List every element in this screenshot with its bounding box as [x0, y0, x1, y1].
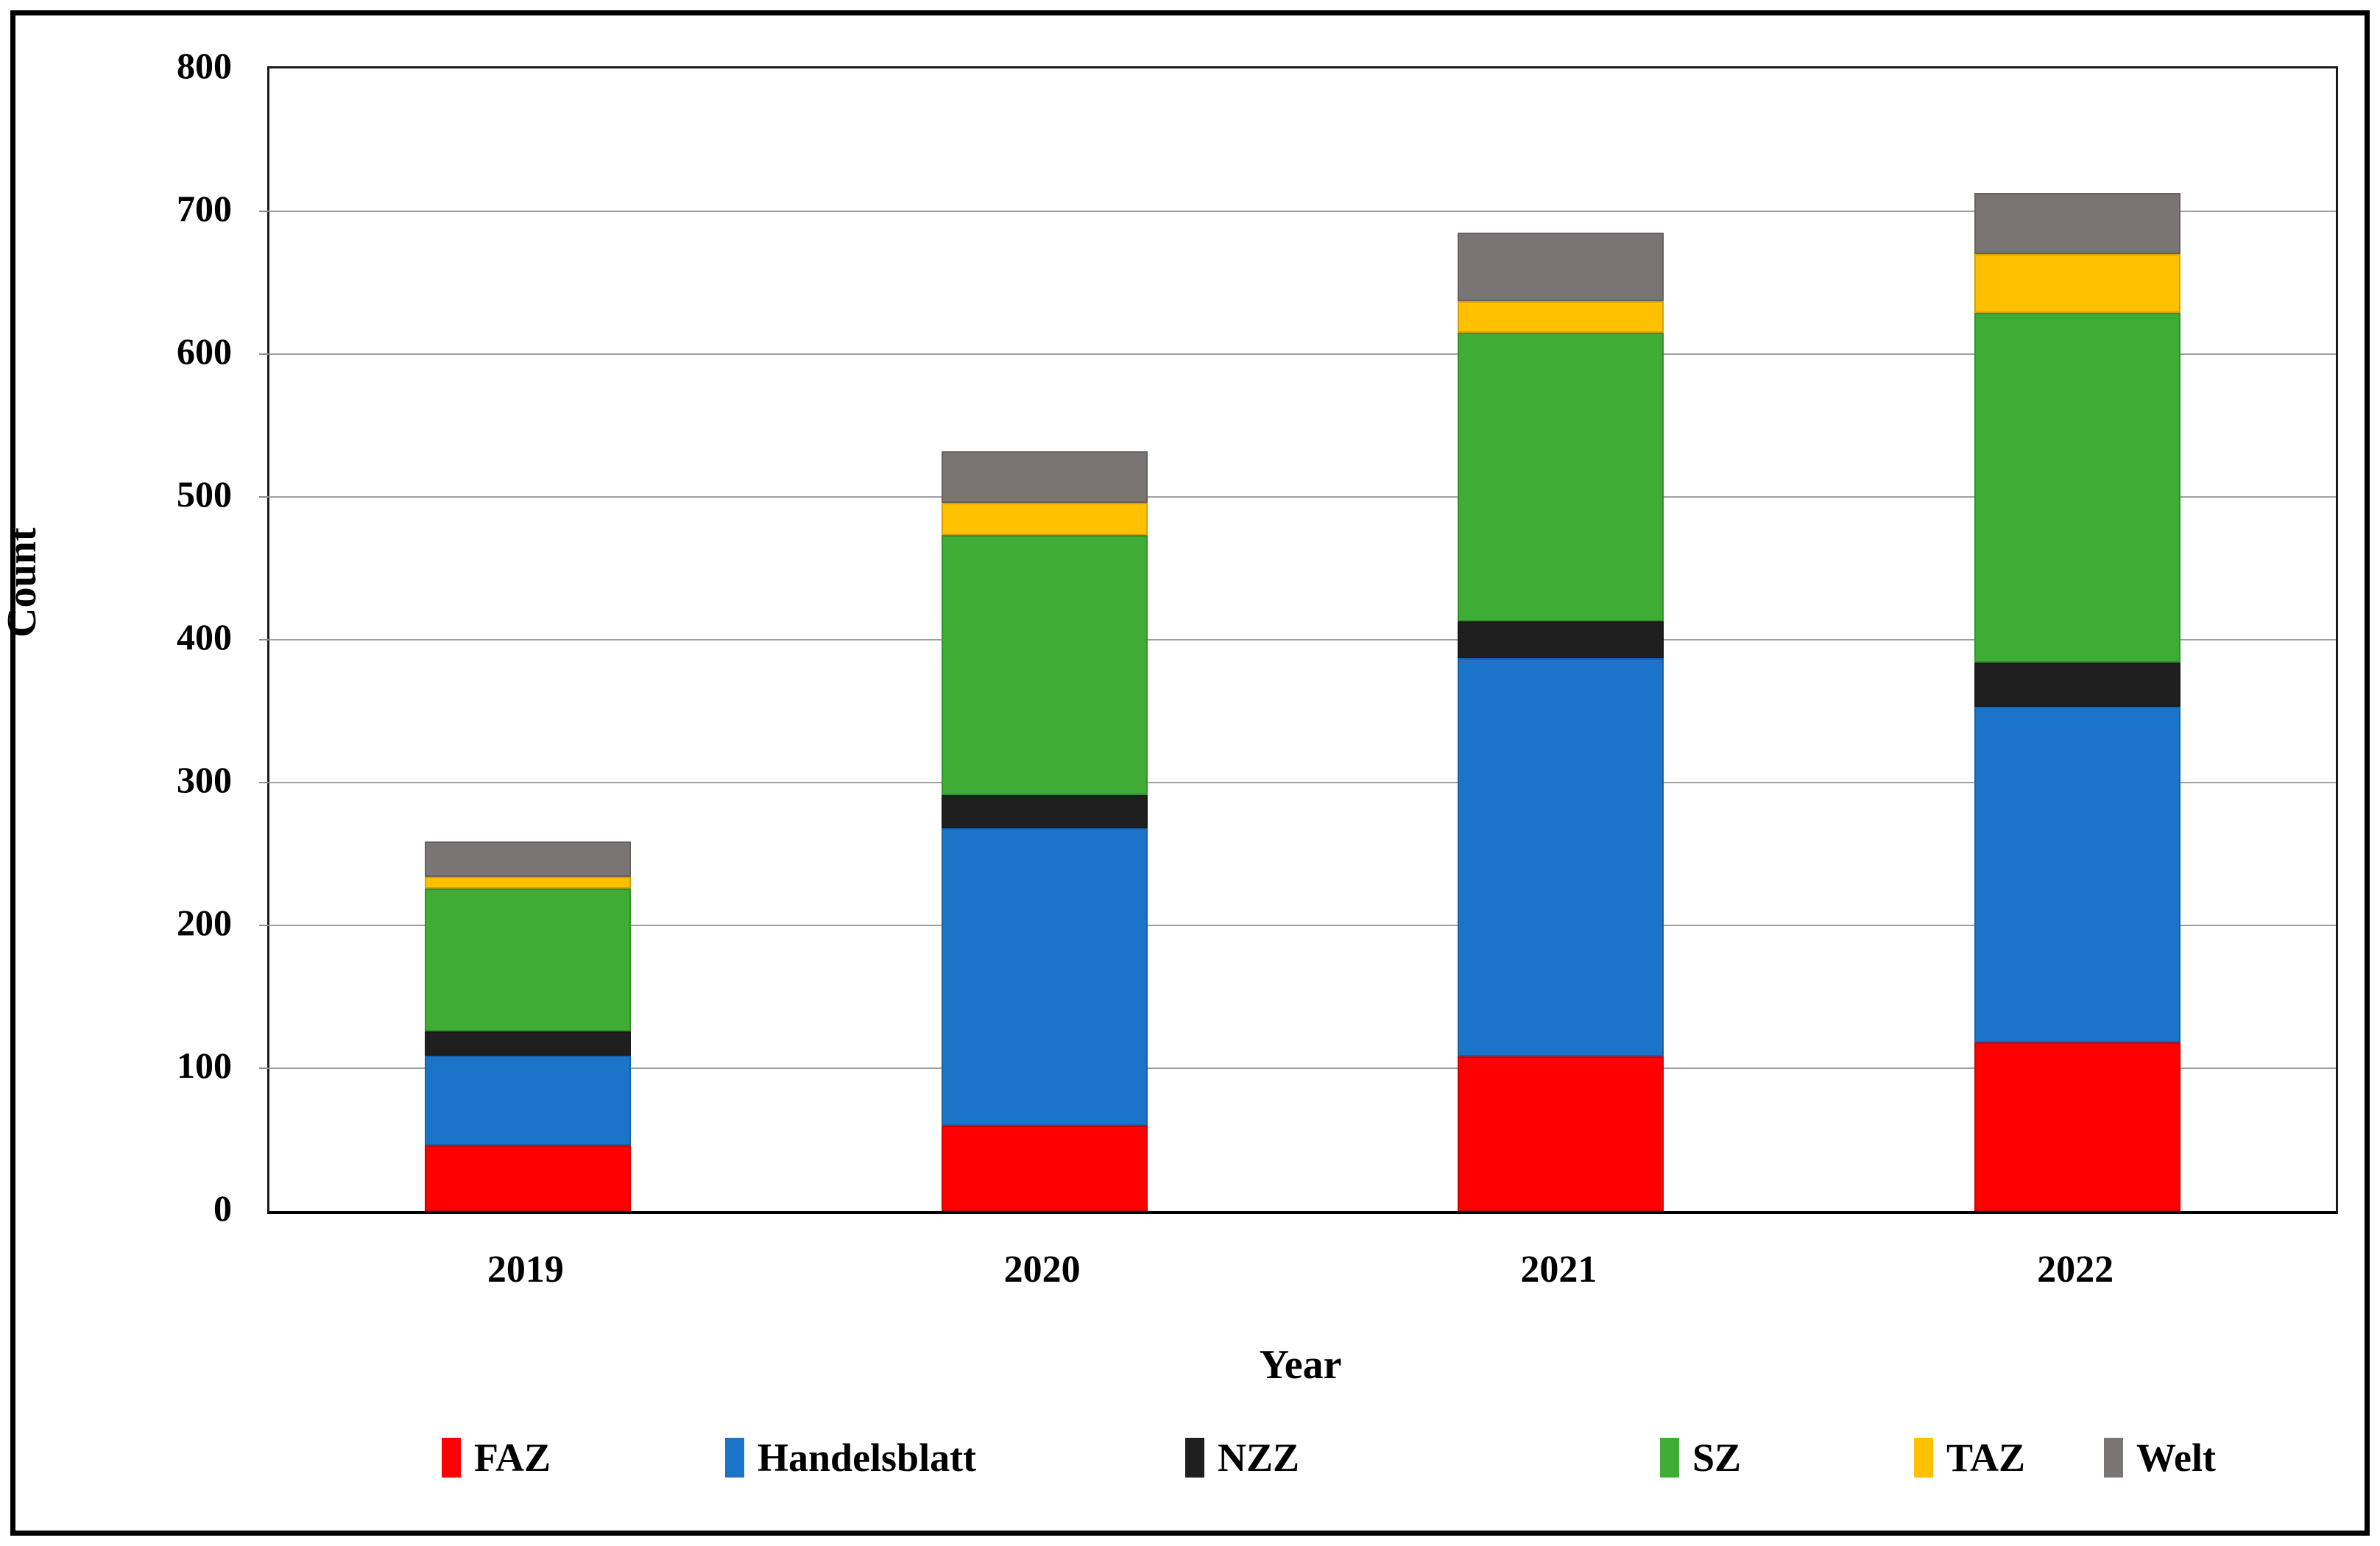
gridline-700 — [269, 211, 2336, 212]
bar-segment-sz-2022 — [1974, 312, 2181, 663]
bar-segment-welt-2020 — [941, 451, 1148, 503]
y-tick-100 — [259, 1067, 269, 1069]
bar-2022 — [1974, 68, 2181, 1211]
bar-segment-sz-2020 — [941, 535, 1148, 796]
bar-segment-welt-2022 — [1974, 192, 2181, 255]
bar-segment-handelsblatt-2019 — [424, 1055, 631, 1146]
y-tick-label-500: 500 — [177, 473, 232, 515]
bar-segment-handelsblatt-2020 — [941, 828, 1148, 1126]
gridline-100 — [269, 1067, 2336, 1069]
bar-segment-handelsblatt-2021 — [1458, 658, 1664, 1057]
legend-item-faz: FAZ — [442, 1434, 551, 1481]
x-tick-label-2022: 2022 — [2037, 1249, 2114, 1291]
legend: FAZ Handelsblatt NZZ SZ TAZ Welt — [0, 1434, 2380, 1493]
x-axis-title: Year — [1259, 1342, 1342, 1388]
bar-segment-nzz-2022 — [1974, 663, 2181, 707]
x-tick-label-2020: 2020 — [1003, 1249, 1081, 1291]
legend-label-faz: FAZ — [474, 1436, 551, 1480]
y-tick-400 — [259, 639, 269, 640]
bar-segment-faz-2020 — [941, 1125, 1148, 1211]
gridline-300 — [269, 782, 2336, 783]
bar-2019 — [424, 68, 631, 1211]
legend-item-welt: Welt — [2104, 1434, 2216, 1481]
legend-swatch-taz — [1914, 1438, 1933, 1478]
bar-2020 — [941, 68, 1148, 1211]
bar-segment-taz-2019 — [424, 877, 631, 889]
legend-label-welt: Welt — [2136, 1436, 2216, 1480]
gridline-400 — [269, 639, 2336, 640]
legend-swatch-welt — [2104, 1438, 2123, 1478]
y-tick-label-100: 100 — [177, 1045, 232, 1086]
y-tick-300 — [259, 782, 269, 783]
x-tick-label-2021: 2021 — [1520, 1249, 1597, 1291]
gridline-500 — [269, 496, 2336, 498]
bar-segment-taz-2021 — [1458, 301, 1664, 333]
legend-item-handelsblatt: Handelsblatt — [725, 1434, 976, 1481]
bar-segment-faz-2019 — [424, 1145, 631, 1211]
legend-item-nzz: NZZ — [1185, 1434, 1299, 1481]
legend-swatch-nzz — [1185, 1438, 1204, 1478]
bar-segment-taz-2020 — [941, 502, 1148, 536]
y-tick-200 — [259, 925, 269, 926]
bar-2021 — [1458, 68, 1664, 1211]
bar-segment-handelsblatt-2022 — [1974, 707, 2181, 1043]
legend-label-taz: TAZ — [1946, 1436, 2026, 1480]
bar-segment-sz-2019 — [424, 888, 631, 1031]
bar-segment-nzz-2020 — [941, 795, 1148, 829]
bar-segment-nzz-2021 — [1458, 621, 1664, 659]
legend-swatch-handelsblatt — [725, 1438, 744, 1478]
legend-label-sz: SZ — [1692, 1436, 1742, 1480]
y-tick-label-700: 700 — [177, 188, 232, 229]
y-tick-label-400: 400 — [177, 616, 232, 657]
legend-item-taz: TAZ — [1914, 1434, 2025, 1481]
legend-item-sz: SZ — [1660, 1434, 1741, 1481]
y-tick-600 — [259, 353, 269, 355]
gridline-600 — [269, 353, 2336, 355]
plot-area — [259, 66, 2338, 1214]
y-axis-title-text: Count — [0, 527, 45, 638]
y-tick-700 — [259, 211, 269, 212]
y-tick-label-300: 300 — [177, 759, 232, 800]
y-tick-label-600: 600 — [177, 331, 232, 372]
legend-swatch-sz — [1660, 1438, 1679, 1478]
legend-swatch-faz — [442, 1438, 461, 1478]
legend-label-nzz: NZZ — [1218, 1436, 1300, 1480]
y-tick-label-200: 200 — [177, 902, 232, 943]
bar-segment-faz-2022 — [1974, 1042, 2181, 1211]
bar-segment-welt-2019 — [424, 841, 631, 878]
y-tick-label-0: 0 — [213, 1187, 232, 1229]
y-tick-label-800: 800 — [177, 45, 232, 86]
bar-segment-faz-2021 — [1458, 1056, 1664, 1211]
bar-segment-nzz-2019 — [424, 1031, 631, 1056]
legend-label-handelsblatt: Handelsblatt — [758, 1436, 977, 1480]
bar-segment-taz-2022 — [1974, 254, 2181, 313]
bar-segment-sz-2021 — [1458, 332, 1664, 621]
x-tick-label-2019: 2019 — [487, 1249, 564, 1291]
bar-segment-welt-2021 — [1458, 233, 1664, 302]
gridline-200 — [269, 925, 2336, 926]
y-tick-500 — [259, 496, 269, 498]
